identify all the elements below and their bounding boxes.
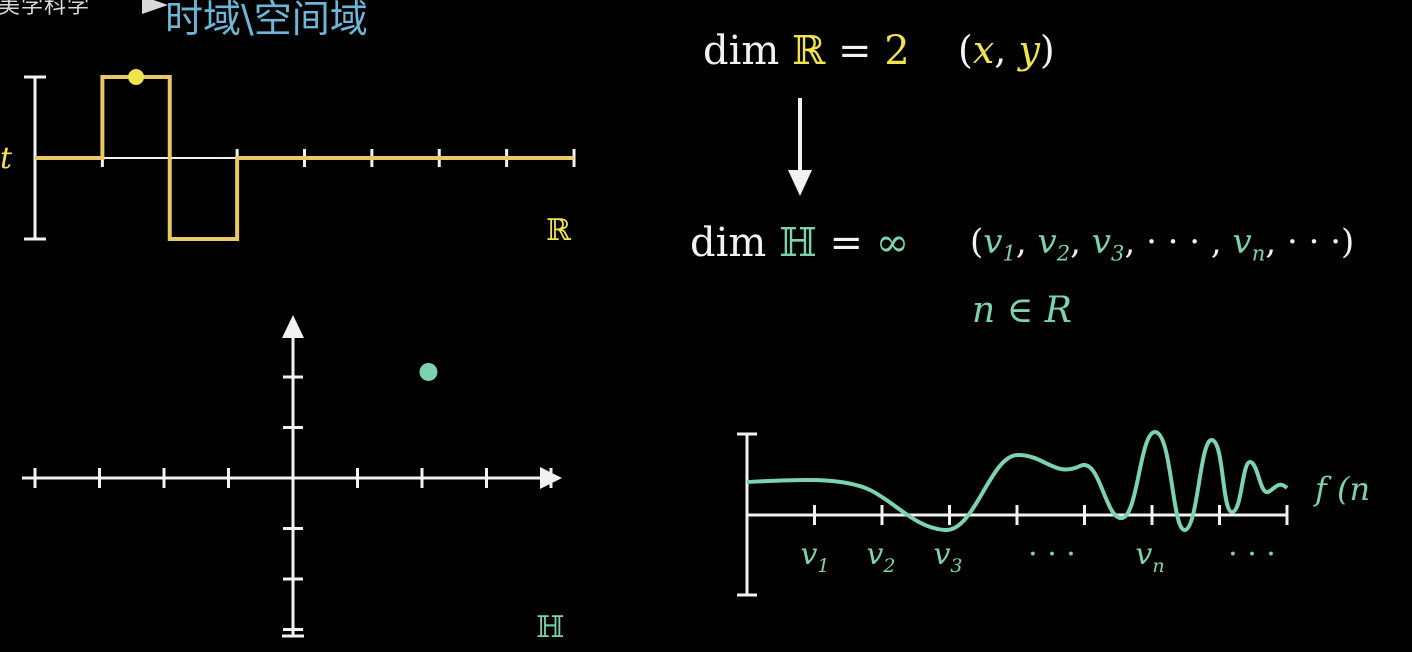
square-wave-sample-point	[128, 69, 145, 85]
h-coords-close: )	[1341, 222, 1355, 262]
dim-h-value: ∞	[875, 220, 910, 266]
function-tick-label: · · ·	[1228, 537, 1276, 572]
hilbert-space-label: ℍ	[536, 610, 564, 645]
watermark: 美学科学	[0, 0, 91, 19]
function-tick-label: v3	[933, 537, 962, 577]
domain-n: n	[972, 290, 996, 331]
r-coords-comma: ,	[994, 28, 1019, 72]
function-tick-label: v1	[800, 537, 829, 577]
h-coordinates: (v1, v2, v3, · · · , vn, · · ·)	[970, 222, 1355, 266]
dim-r-equals: =	[825, 28, 885, 74]
time-axis-label: t	[0, 141, 13, 176]
real-space-label: ℝ	[546, 213, 572, 248]
play-icon	[142, 0, 168, 14]
h-coord-vn: vn	[1232, 222, 1266, 266]
function-curve	[746, 430, 1289, 533]
down-arrow-icon	[788, 98, 812, 196]
plane-y-arrowhead	[282, 315, 304, 338]
function-tick-label: · · ·	[1028, 537, 1076, 572]
r-coords-close: )	[1039, 28, 1055, 72]
h-coords-dots-1: · · ·	[1146, 222, 1201, 262]
function-tick-labels: v1 v2 v3 · · · vn · · ·	[800, 537, 1275, 577]
dim-r-prefix: dim	[703, 28, 793, 74]
domain-in: ∈	[995, 290, 1045, 331]
function-label: f (n	[1313, 470, 1370, 508]
h-coord-v3: v3	[1091, 222, 1125, 266]
function-ticks	[813, 505, 1289, 525]
r-coord-y: y	[1018, 28, 1040, 72]
h-coord-v2: v2	[1037, 222, 1071, 266]
dim-r-equation: dim ℝ = 2	[703, 28, 910, 74]
domain-r: R	[1044, 290, 1072, 331]
hilbert-point	[419, 362, 438, 381]
r-coord-x: x	[972, 28, 995, 72]
r-coordinates: (x, y)	[958, 28, 1055, 72]
dim-r-space: ℝ	[792, 28, 826, 74]
function-tick-label: v2	[866, 537, 895, 577]
h-coords-dots-2: · · ·	[1286, 222, 1342, 262]
r-coords-open: (	[958, 28, 973, 72]
dim-h-space: ℍ	[779, 220, 817, 266]
hilbert-plane-plot: ℍ	[22, 315, 564, 645]
time-domain-plot: t ℝ	[0, 69, 576, 248]
dim-h-prefix: dim	[690, 220, 780, 266]
dim-r-value: 2	[884, 28, 910, 74]
plane-ticks	[33, 375, 553, 631]
function-plot: f (n v1 v2 v3 · · · vn · · ·	[737, 430, 1370, 597]
dim-h-equation: dim ℍ = ∞	[690, 220, 909, 266]
h-coord-v1: v1	[983, 222, 1016, 266]
domain-note: n ∈ R	[972, 290, 1072, 331]
dim-h-equals: =	[816, 220, 876, 266]
square-wave-signal	[35, 75, 574, 241]
section-heading: 时域\空间域	[165, 0, 368, 41]
h-coords-open: (	[970, 222, 984, 262]
function-tick-label: vn	[1135, 537, 1164, 577]
